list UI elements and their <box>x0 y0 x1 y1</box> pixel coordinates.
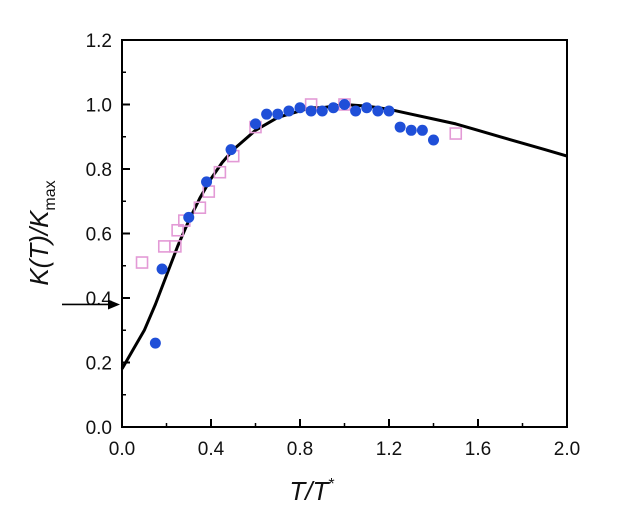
circle-point <box>428 134 439 146</box>
circle-point <box>183 211 195 223</box>
x-tick-label: 1.6 <box>465 439 491 460</box>
open-square-series <box>135 98 463 269</box>
circle-point <box>149 337 161 349</box>
circle-point <box>394 121 406 133</box>
circle-point <box>156 263 168 275</box>
x-tick-label: 2.0 <box>554 439 580 460</box>
circle-point <box>405 124 417 136</box>
circle-point <box>416 124 428 136</box>
x-axis: 0.0 0.4 0.8 1.2 1.6 2.0 <box>109 419 580 460</box>
x-tick-label: 1.2 <box>376 439 402 460</box>
x-tick-label: 0.0 <box>109 439 135 460</box>
y-tick-label: 0.0 <box>86 418 112 439</box>
circle-point <box>201 176 213 188</box>
square-point <box>135 256 149 269</box>
circle-point <box>250 118 261 130</box>
fit-curve-layer <box>120 103 568 370</box>
y-tick-label: 0.6 <box>86 225 112 246</box>
circle-point <box>316 105 328 117</box>
arrow-head <box>108 299 120 310</box>
circle-point <box>339 99 350 110</box>
y-tick-label: 1.0 <box>86 96 112 117</box>
circle-point <box>350 105 362 117</box>
circle-point <box>372 105 384 117</box>
circle-point <box>283 105 295 117</box>
fit-curve-line <box>120 103 568 370</box>
x-axis-title: T/T* <box>289 476 334 506</box>
y-tick-label: 0.8 <box>86 160 112 181</box>
plot-frame <box>121 39 568 428</box>
square-point <box>449 127 463 140</box>
circle-point <box>294 102 306 114</box>
square-point <box>213 165 227 179</box>
circle-point <box>225 144 237 156</box>
square-point <box>157 240 171 253</box>
y-axis: 0.00.20.40.60.81.01.2 <box>86 31 130 439</box>
circle-point <box>261 108 273 120</box>
square-point <box>171 223 184 237</box>
circle-point <box>361 102 373 114</box>
plot-area <box>120 39 568 428</box>
square-point <box>193 201 207 214</box>
square-point <box>169 240 182 253</box>
y-axis-title: K(T)/Kmax <box>24 180 59 285</box>
y-tick-label: 1.2 <box>86 31 112 52</box>
y-tick-label: 0.2 <box>86 354 112 375</box>
circle-point <box>305 105 317 117</box>
x-tick-label: 0.4 <box>198 439 225 460</box>
circle-point <box>272 108 284 120</box>
arrow-indicator <box>62 299 120 310</box>
x-tick-label: 0.8 <box>287 439 313 460</box>
filled-circle-series <box>149 99 439 349</box>
circle-point <box>383 105 395 117</box>
circle-point <box>327 102 339 114</box>
